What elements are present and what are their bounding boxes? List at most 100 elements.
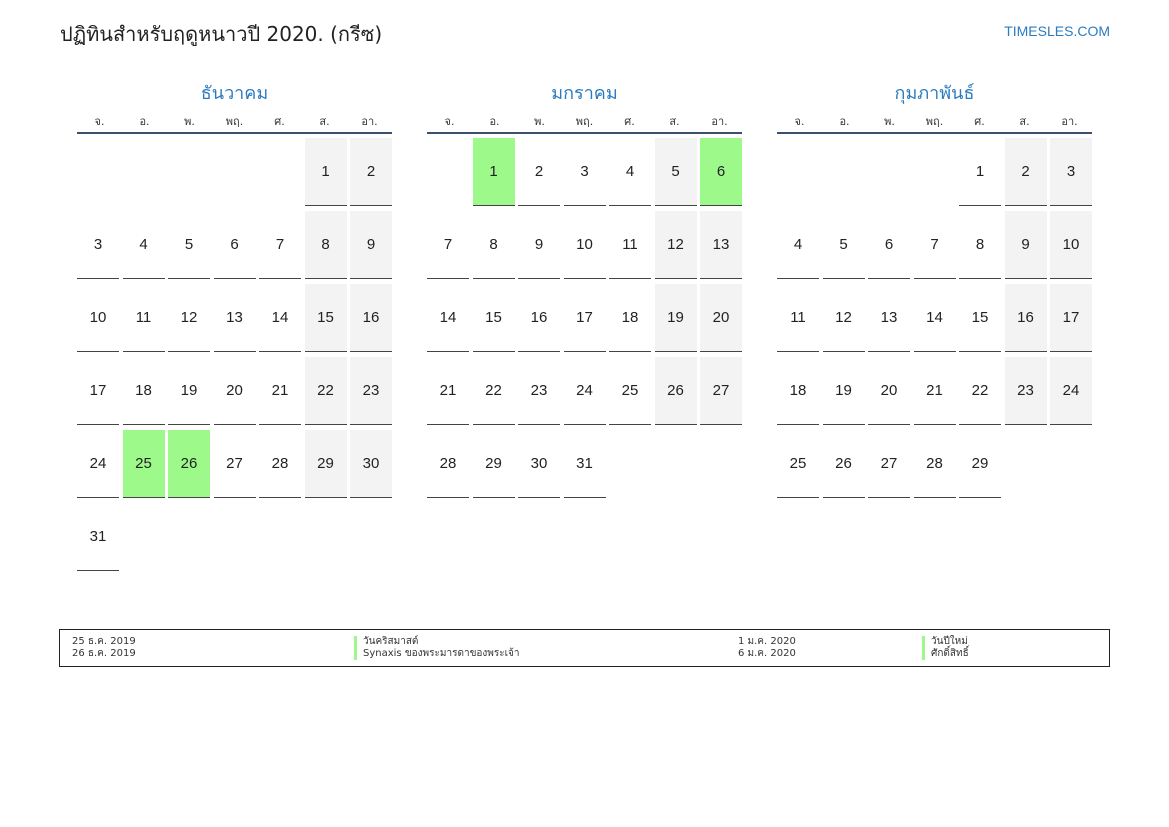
weekday-label: อา. [361, 115, 378, 128]
day-cell: 3 [1050, 138, 1092, 206]
day-cell: 31 [77, 503, 119, 571]
month-name: กุมภาพันธ์ [894, 83, 975, 104]
day-grid: 1 2 3 4 5 6 7 8 9 10 11 12 13 14 15 16 17 18 19 20 21 22 23 24 2… [777, 138, 1092, 618]
weekday-label: ส. [669, 115, 680, 128]
day-cell: 26 [822, 430, 865, 498]
day-cell: 2 [350, 138, 392, 206]
day-cell: 27 [700, 357, 742, 425]
weekday-header: จ. อ. พ. พฤ. ศ. ส. อา. [777, 112, 1092, 134]
day-cell: 15 [472, 284, 515, 352]
day-cell: 30 [518, 430, 560, 498]
weekday-label: จ. [94, 115, 105, 128]
day-cell: 8 [304, 211, 347, 279]
day-cell: 12 [168, 284, 210, 352]
day-cell: 18 [609, 284, 651, 352]
day-cell: 13 [213, 284, 256, 352]
legend-holiday-name: วันคริสมาสต์ [354, 636, 418, 648]
day-cell: 1 [304, 138, 347, 206]
day-cell: 18 [122, 357, 165, 425]
month-name: ธันวาคม [200, 83, 269, 104]
day-cell: 5 [168, 211, 210, 279]
day-cell: 5 [822, 211, 865, 279]
day-cell: 18 [777, 357, 819, 425]
month-name: มกราคม [551, 83, 618, 104]
weekday-label: ศ. [974, 115, 985, 128]
weekday-label: ส. [319, 115, 330, 128]
day-cell: 19 [822, 357, 865, 425]
day-cell: 2 [1004, 138, 1047, 206]
weekday-label: จ. [794, 115, 805, 128]
day-cell: 14 [259, 284, 301, 352]
day-cell: 22 [472, 357, 515, 425]
legend-holiday-name: วันปีใหม่ [922, 636, 968, 648]
day-cell: 1 [472, 138, 515, 206]
day-cell: 24 [77, 430, 119, 498]
day-cell: 21 [259, 357, 301, 425]
day-cell: 17 [1050, 284, 1092, 352]
day-cell: 20 [700, 284, 742, 352]
day-cell: 20 [868, 357, 910, 425]
day-cell: 29 [959, 430, 1001, 498]
day-cell: 24 [1050, 357, 1092, 425]
day-cell: 19 [654, 284, 697, 352]
day-cell: 20 [213, 357, 256, 425]
day-cell: 25 [609, 357, 651, 425]
day-cell: 14 [427, 284, 469, 352]
day-cell: 16 [1004, 284, 1047, 352]
weekday-label: พฤ. [925, 115, 944, 128]
day-cell: 19 [168, 357, 210, 425]
day-cell: 23 [518, 357, 560, 425]
day-cell: 16 [518, 284, 560, 352]
day-cell: 3 [563, 138, 606, 206]
day-cell: 21 [427, 357, 469, 425]
day-cell: 12 [822, 284, 865, 352]
day-cell: 26 [168, 430, 210, 498]
day-cell: 8 [472, 211, 515, 279]
day-cell: 15 [304, 284, 347, 352]
weekday-label: จ. [444, 115, 455, 128]
day-cell: 29 [304, 430, 347, 498]
day-cell: 7 [427, 211, 469, 279]
brand-link[interactable]: TIMESLES.COM [1004, 23, 1110, 39]
day-cell: 23 [350, 357, 392, 425]
day-cell: 29 [472, 430, 515, 498]
weekday-header: จ. อ. พ. พฤ. ศ. ส. อา. [427, 112, 742, 134]
day-cell: 10 [77, 284, 119, 352]
weekday-label: พฤ. [575, 115, 594, 128]
day-cell: 27 [868, 430, 910, 498]
day-cell: 11 [777, 284, 819, 352]
weekday-label: อ. [489, 115, 500, 128]
day-cell: 14 [913, 284, 956, 352]
legend-date: 1 ม.ค. 2020 [738, 636, 796, 647]
legend-holiday-name: Synaxis ของพระมารดาของพระเจ้า [354, 648, 520, 660]
day-cell: 8 [959, 211, 1001, 279]
page-title: ปฏิทินสำหรับฤดูหนาวปี 2020. (กรีซ) [60, 22, 383, 46]
day-grid: 1 2 3 4 5 6 7 8 9 10 11 12 13 14 15 16 17 18 19 20 21 22 23 24 2… [77, 138, 392, 618]
day-cell: 21 [913, 357, 956, 425]
day-cell: 28 [259, 430, 301, 498]
day-cell: 5 [654, 138, 697, 206]
day-cell: 4 [609, 138, 651, 206]
weekday-label: พ. [534, 115, 545, 128]
day-cell: 9 [1004, 211, 1047, 279]
weekday-label: พฤ. [225, 115, 244, 128]
day-cell: 13 [868, 284, 910, 352]
day-cell: 9 [350, 211, 392, 279]
day-cell: 6 [868, 211, 910, 279]
day-cell: 16 [350, 284, 392, 352]
day-cell: 11 [122, 284, 165, 352]
day-cell: 26 [654, 357, 697, 425]
day-cell: 31 [563, 430, 606, 498]
day-cell: 24 [563, 357, 606, 425]
day-cell: 11 [609, 211, 651, 279]
day-cell: 22 [304, 357, 347, 425]
day-cell: 10 [563, 211, 606, 279]
weekday-label: ศ. [624, 115, 635, 128]
legend-holiday-name: ศักดิ์สิทธิ์ [922, 648, 969, 660]
day-cell: 6 [213, 211, 256, 279]
day-cell: 22 [959, 357, 1001, 425]
weekday-label: อ. [139, 115, 150, 128]
